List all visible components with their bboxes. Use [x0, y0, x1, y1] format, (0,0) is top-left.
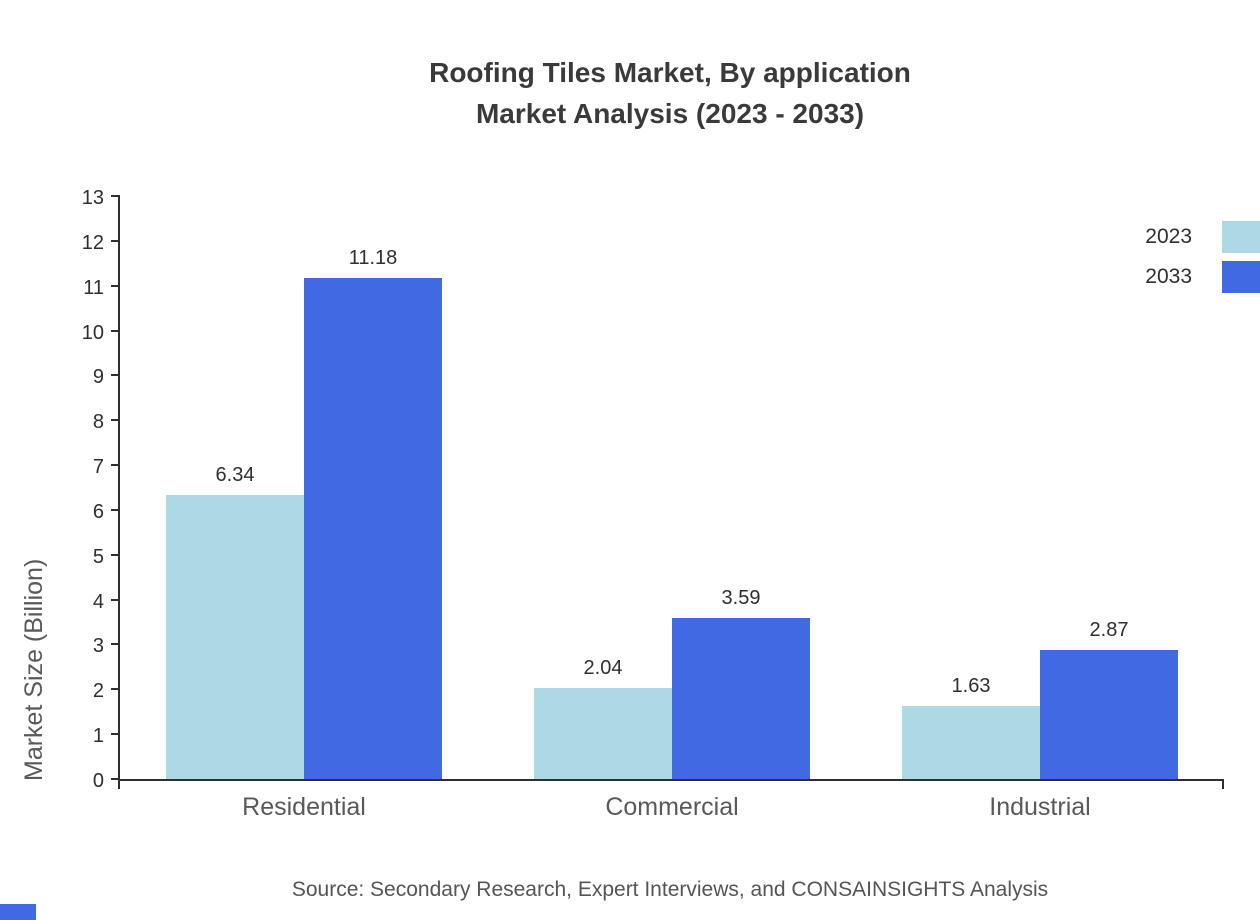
bar-slot-residential-2033: 11.18 [304, 247, 442, 779]
y-tick-mark [111, 329, 120, 332]
y-tick-mark [111, 464, 120, 467]
bar-industrial-2033 [1040, 650, 1178, 779]
y-axis-tick-labels: 0 1 2 3 4 5 6 7 8 9 10 11 12 13 [0, 187, 104, 792]
y-tick-label-5: 5 [92, 545, 104, 568]
bar-commercial-2033 [672, 618, 810, 779]
y-tick-label-1: 1 [92, 725, 104, 748]
y-tick-mark [111, 195, 120, 197]
bar-residential-2033 [304, 277, 442, 779]
bar-commercial-2023 [534, 687, 672, 779]
bar-slot-industrial-2033: 2.87 [1040, 619, 1178, 779]
legend-label-2023: 2023 [1145, 225, 1192, 248]
bar-value-label-commercial-2033: 3.59 [721, 587, 761, 610]
y-tick-mark [111, 239, 120, 242]
bar-value-label-industrial-2023: 1.63 [951, 674, 991, 697]
y-tick-mark [111, 508, 120, 511]
bar-group-industrial: 1.63 2.87 Industrial [902, 619, 1178, 821]
y-tick-mark [111, 598, 120, 601]
bar-value-label-commercial-2023: 2.04 [583, 656, 623, 679]
x-category-label-residential: Residential [242, 793, 366, 821]
plot-area: 6.34 11.18 Residential 2.04 3.59 Commercial 1.… [111, 195, 1224, 821]
x-axis-right-tick [1222, 781, 1224, 789]
y-tick-mark [111, 778, 120, 780]
y-tick-mark [111, 688, 120, 691]
legend-item-2033: 2033 [1145, 261, 1260, 293]
source-note: Source: Secondary Research, Expert Inter… [291, 878, 1049, 901]
y-tick-label-9: 9 [92, 366, 104, 389]
y-tick-mark [111, 733, 120, 736]
brand-accent-bar [0, 904, 36, 920]
legend-swatch-2033 [1222, 261, 1260, 293]
y-tick-mark [111, 284, 120, 287]
chart-title-line1: Roofing Tiles Market, By application [429, 57, 911, 88]
y-tick-label-2: 2 [92, 680, 104, 703]
chart-title: Roofing Tiles Market, By application Mar… [80, 52, 1260, 134]
y-tick-mark [111, 374, 120, 377]
bar-value-label-residential-2023: 6.34 [215, 463, 255, 486]
bar-residential-2023 [166, 494, 304, 779]
y-tick-label-3: 3 [92, 635, 104, 658]
y-tick-label-4: 4 [92, 590, 104, 613]
bar-value-label-residential-2033: 11.18 [348, 246, 398, 269]
y-tick-mark [111, 419, 120, 422]
y-tick-mark [111, 643, 120, 646]
bar-slot-industrial-2023: 1.63 [902, 675, 1040, 779]
legend-label-2033: 2033 [1145, 265, 1192, 288]
legend-swatch-2023 [1222, 221, 1260, 253]
y-tick-label-11: 11 [83, 276, 104, 299]
y-tick-label-0: 0 [92, 770, 104, 792]
bar-slot-commercial-2033: 3.59 [672, 587, 810, 779]
y-tick-label-7: 7 [92, 456, 104, 479]
bar-industrial-2023 [902, 705, 1040, 779]
bar-value-label-industrial-2033: 2.87 [1089, 619, 1129, 642]
y-tick-label-10: 10 [81, 321, 104, 344]
bar-group-commercial: 2.04 3.59 Commercial [534, 587, 810, 821]
y-tick-label-13: 13 [81, 187, 104, 209]
x-axis-left-tick [118, 781, 120, 789]
x-category-label-commercial: Commercial [605, 793, 739, 821]
x-category-label-industrial: Industrial [989, 793, 1091, 821]
y-tick-label-6: 6 [92, 500, 104, 523]
bar-slot-commercial-2023: 2.04 [534, 657, 672, 779]
chart-title-line2: Market Analysis (2023 - 2033) [475, 98, 865, 129]
y-tick-label-8: 8 [92, 411, 104, 434]
y-tick-label-12: 12 [81, 231, 104, 254]
bar-group-residential: 6.34 11.18 Residential [166, 247, 442, 821]
bar-slot-residential-2023: 6.34 [166, 464, 304, 779]
legend-item-2023: 2023 [1145, 221, 1260, 253]
legend: 2023 2033 [1145, 221, 1260, 293]
y-tick-mark [111, 553, 120, 556]
